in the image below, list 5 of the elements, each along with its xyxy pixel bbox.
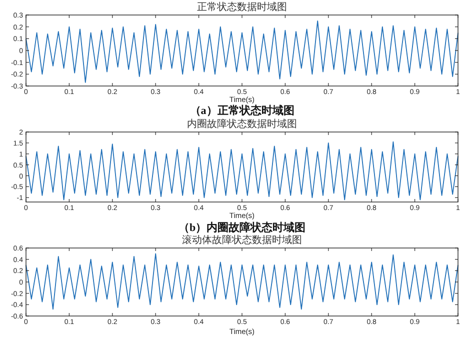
title: 滚动体故障状态数据时域图 (182, 235, 302, 246)
annotation: （b）内圈故障状态时域图 (178, 222, 306, 234)
title: 正常状态数据时域图 (197, 2, 287, 13)
title: 内圈故障状态数据时域图 (187, 119, 297, 130)
annotation: （a）正常状态时域图 (190, 105, 294, 117)
